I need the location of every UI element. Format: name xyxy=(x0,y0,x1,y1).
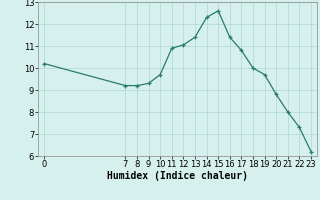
X-axis label: Humidex (Indice chaleur): Humidex (Indice chaleur) xyxy=(107,171,248,181)
